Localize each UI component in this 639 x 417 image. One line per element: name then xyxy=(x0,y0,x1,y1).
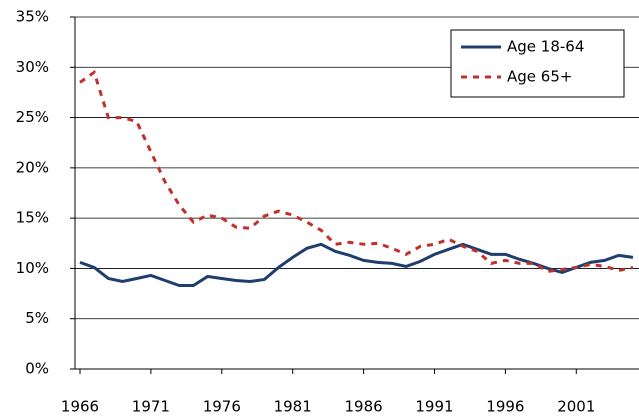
legend-box xyxy=(450,29,625,98)
x-tick-label: 1966 xyxy=(61,398,99,416)
y-tick-label: 0% xyxy=(25,360,49,378)
y-tick-label: 35% xyxy=(16,8,49,26)
y-tick-label: 30% xyxy=(16,58,49,76)
x-tick-label: 1976 xyxy=(203,398,241,416)
x-tick-label: 2001 xyxy=(557,398,595,416)
y-tick-label: 15% xyxy=(16,209,49,227)
series-line xyxy=(79,69,634,274)
y-tick-label: 5% xyxy=(25,309,49,327)
y-tick-label: 10% xyxy=(16,259,49,277)
x-tick-label: 1986 xyxy=(344,398,382,416)
legend-label: Age 65+ xyxy=(507,68,572,86)
y-tick-label: 20% xyxy=(16,158,49,176)
legend-label: Age 18-64 xyxy=(507,38,584,56)
y-tick-label: 25% xyxy=(16,108,49,126)
x-tick-label: 1981 xyxy=(274,398,312,416)
x-tick-label: 1971 xyxy=(132,398,170,416)
x-tick-label: 1991 xyxy=(415,398,453,416)
x-tick-label: 1996 xyxy=(486,398,524,416)
series-line xyxy=(79,242,634,288)
